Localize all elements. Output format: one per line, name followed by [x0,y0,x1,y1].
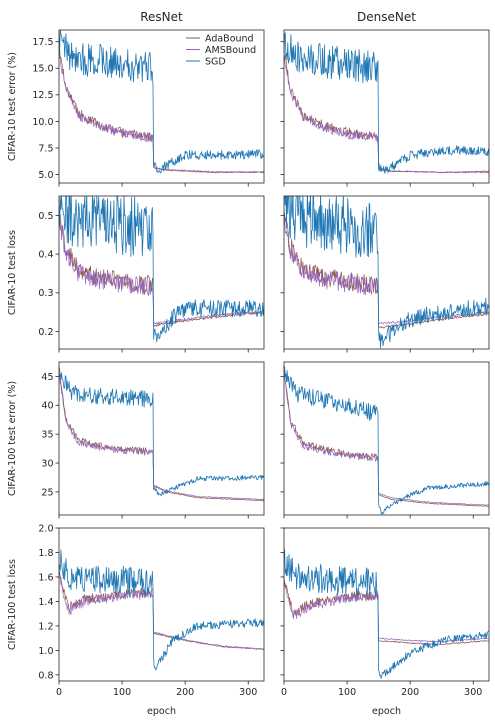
panel-frame [58,527,265,682]
panel-frame [58,29,265,184]
y-tick-label: 0.5 [38,211,53,222]
plot-area [284,549,489,679]
y-tick-label: 10.0 [32,117,53,128]
x-tick-label: 200 [176,687,194,698]
panel-densenet-cifar-10-test-loss [280,195,490,353]
series-line-amsbound-densenet-cifar-100-test-error [284,372,489,506]
series-line-amsbound-densenet-cifar-10-test-loss [284,211,489,325]
panel-frame [283,361,490,516]
panel-resnet-cifar-10-test-loss: 0.2 0.3 0.4 0.5 [38,195,265,353]
y-tick-label: 12.5 [32,90,53,101]
series-line-adabound-resnet-cifar-100-test-error [59,366,264,502]
y-tick-label: 0.3 [38,288,53,299]
panels: 5.0 7.5 10.0 12.5 15.0 17.5 0.2 0.3 0.4 0.5 25 30 35… [32,29,490,698]
panel-resnet-cifar-10-test-error: 5.0 7.5 10.0 12.5 15.0 17.5 [32,29,265,187]
x-tick-label: 300 [239,687,257,698]
panel-frame [283,195,490,350]
xlabel-resnet: epoch [147,706,176,717]
column-title-densenet: DenseNet [357,10,416,24]
legend-label-adabound: AdaBound [205,33,254,44]
x-tick-label: 200 [401,687,419,698]
x-tick-label: 0 [56,687,62,698]
y-tick-label: 17.5 [32,37,53,48]
series-line-adabound-densenet-cifar-100-test-loss [284,577,489,645]
series-line-adabound-densenet-cifar-100-test-error [284,369,489,508]
y-tick-label: 7.5 [38,143,53,154]
panel-frame [283,29,490,184]
series-line-sgd-densenet-cifar-100-test-error [284,366,489,515]
plot-area [284,196,489,349]
plot-area [284,32,489,174]
series-line-amsbound-resnet-cifar-10-test-loss [59,219,264,326]
series-line-sgd-densenet-cifar-10-test-error [284,32,489,174]
plot-area [284,366,489,515]
y-tick-label: 1.6 [38,572,53,583]
xlabel-densenet: epoch [372,706,401,717]
y-tick-label: 1.4 [38,597,53,608]
series-line-sgd-densenet-cifar-10-test-loss [284,196,489,349]
y-tick-label: 2.0 [38,523,53,534]
series-line-sgd-densenet-cifar-100-test-loss [284,549,489,679]
y-tick-label: 40 [41,401,53,412]
series-line-adabound-resnet-cifar-100-test-loss [59,571,264,650]
panel-densenet-cifar-100-test-error [280,361,490,519]
ylabel-cifar10-test-error: CIFAR-10 test error (%) [7,52,18,161]
y-tick-label: 5.0 [38,170,53,181]
y-tick-label: 1.2 [38,621,53,632]
panel-densenet-cifar-100-test-loss: 0 100 200 300 [280,527,490,698]
y-tick-label: 0.2 [38,327,53,338]
plot-area [59,30,264,174]
panel-densenet-cifar-10-test-error [280,29,490,187]
panel-frame [58,361,265,516]
panel-resnet-cifar-100-test-loss: 0.8 1.0 1.2 1.4 1.6 1.8 2.0 0 100 200 300 [38,523,265,698]
y-tick-label: 35 [41,430,53,441]
panel-frame [283,527,490,682]
y-tick-label: 1.0 [38,646,53,657]
y-tick-label: 0.8 [38,670,53,681]
series-line-sgd-resnet-cifar-10-test-error [59,30,264,174]
y-tick-label: 15.0 [32,64,53,75]
ylabel-cifar100-test-error: CIFAR-100 test error (%) [7,381,18,496]
series-line-sgd-resnet-cifar-10-test-loss [59,196,264,343]
ylabel-cifar10-test-loss: CIFAR-10 test loss [7,230,18,315]
column-title-resnet: ResNet [140,10,183,24]
x-tick-label: 0 [281,687,287,698]
y-tick-label: 45 [41,372,53,383]
y-tick-label: 30 [41,458,53,469]
panel-frame [58,195,265,350]
plot-area [59,549,264,671]
series-line-amsbound-resnet-cifar-100-test-error [59,372,264,501]
labels: ResNet DenseNet CIFAR-10 test error (%) … [7,10,416,717]
series-line-sgd-resnet-cifar-100-test-error [59,372,264,497]
series-line-amsbound-resnet-cifar-100-test-loss [59,576,264,650]
y-tick-label: 25 [41,487,53,498]
ylabel-cifar100-test-loss: CIFAR-100 test loss [7,559,18,650]
series-line-sgd-resnet-cifar-100-test-loss [59,549,264,671]
x-tick-label: 100 [338,687,356,698]
legend-label-sgd: SGD [205,56,226,67]
x-tick-label: 100 [113,687,131,698]
y-tick-label: 1.8 [38,548,53,559]
x-tick-label: 300 [464,687,482,698]
panel-resnet-cifar-100-test-error: 25 30 35 40 45 [41,361,265,519]
plot-area [59,196,264,343]
plot-area [59,366,264,502]
legend-label-amsbound: AMSBound [205,45,256,56]
y-tick-label: 0.4 [38,250,53,261]
